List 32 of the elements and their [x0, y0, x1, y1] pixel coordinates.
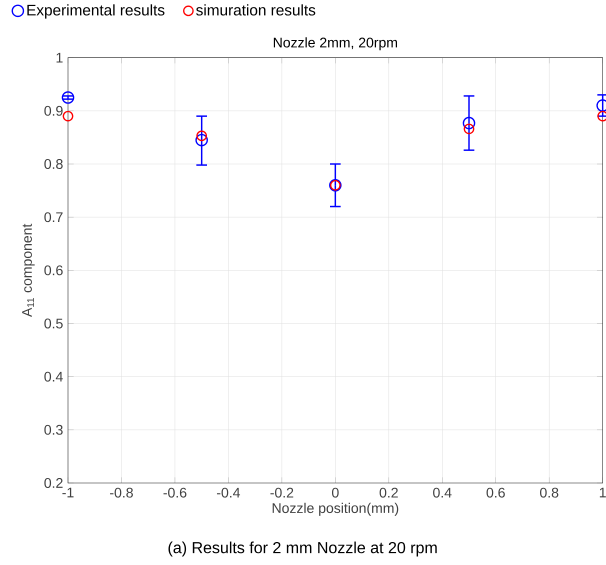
y-tick-label: 0.8 [44, 159, 63, 169]
y-tick-label: 0.3 [44, 424, 63, 435]
point [462, 116, 476, 130]
point [196, 130, 208, 142]
x-tick-label: -0.4 [216, 488, 240, 498]
y-tick-label: 0.4 [44, 372, 63, 382]
y-tick-label: 0.5 [44, 318, 63, 328]
legend-label: Experimental results [27, 4, 164, 19]
legend-label: simuration results [196, 4, 316, 16]
point [62, 110, 74, 122]
x-tick-label: 1 [600, 488, 606, 498]
text: (a) Results for 2 mm Nozzle at 20 rpm [168, 542, 437, 556]
point [195, 134, 208, 146]
x-tick-label: 0.2 [380, 488, 398, 498]
x-tick-label: 0 [332, 488, 339, 498]
chart-title: Nozzle 2mm, 20rpm [274, 37, 398, 50]
y-tick-label: 0.7 [44, 212, 63, 222]
x-tick-label: 0.8 [540, 488, 558, 498]
x-tick-label: -0.8 [110, 488, 133, 498]
y-tick-label: 1 [56, 52, 63, 62]
x-tick-label: -0.6 [164, 488, 186, 498]
x-tick-label: 0.6 [486, 488, 505, 498]
x-axis-title: Nozzle position(mm) [272, 502, 398, 516]
point [62, 91, 74, 104]
y-tick-label: 0.9 [44, 106, 63, 116]
y-axis-title: A$_{11}$ component [22, 224, 35, 317]
x-tick-label: -0.2 [270, 488, 294, 498]
y-tick-label: 0.2 [44, 478, 63, 488]
x-tick-label: 0.4 [433, 488, 452, 498]
point [464, 124, 474, 134]
x-tick-label: -1 [62, 488, 74, 498]
y-tick-label: 0.6 [44, 265, 63, 276]
